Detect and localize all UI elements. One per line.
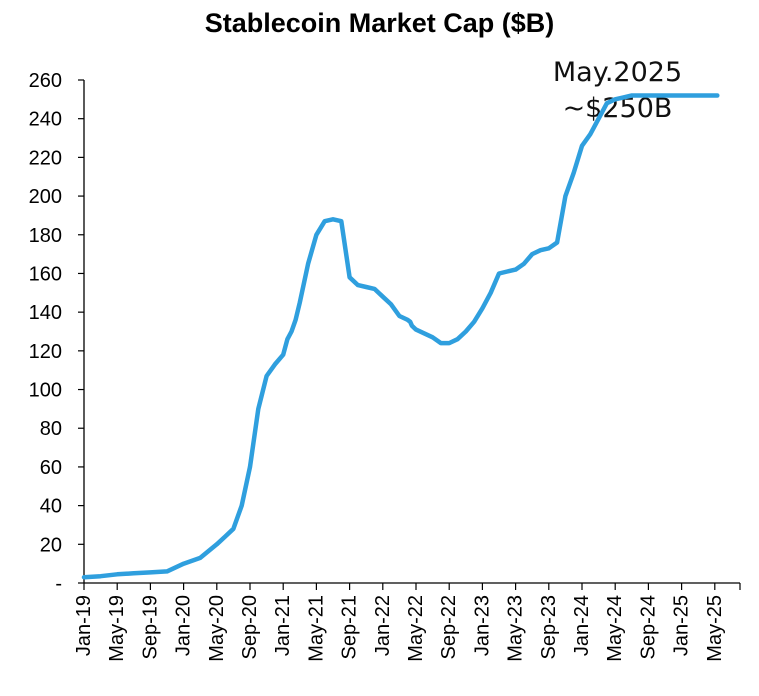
x-tick-label: Sep-24 [637,595,659,660]
x-tick-label: May-21 [305,595,327,662]
x-tick-label: Sep-20 [239,595,261,660]
y-tick-label: 60 [40,457,62,479]
x-tick-label: Sep-22 [438,595,460,660]
x-tick-label: Sep-19 [139,595,161,660]
x-tick-label: May-20 [206,595,228,662]
annotation-line-1: May.2025 [552,57,683,88]
y-tick-label: 80 [40,418,62,440]
y-tick-label: - [55,573,62,595]
x-tick-label: Sep-23 [538,595,560,660]
y-tick-label: 100 [29,380,62,402]
y-tick-label: 160 [29,263,62,285]
y-tick-label: 40 [40,496,62,518]
x-tick-label: Jan-25 [671,595,693,656]
y-tick-label: 260 [29,70,62,92]
chart-title: Stablecoin Market Cap ($B) [204,8,555,38]
x-tick-label: May-19 [106,595,128,662]
x-tick-label: Jan-19 [73,595,95,656]
x-tick-label: Jan-22 [372,595,394,656]
annotation: May.2025 ~$250B [530,55,705,127]
y-tick-label: 20 [40,534,62,556]
x-tick-label: Jan-24 [571,595,593,656]
y-tick-label: 200 [29,186,62,208]
x-tick-label: Jan-20 [173,595,195,656]
x-tick-label: May-22 [405,595,427,662]
x-tick-label: May-25 [704,595,726,662]
x-tick-label: Jan-23 [471,595,493,656]
x-tick-label: Sep-21 [339,595,361,660]
x-tick-label: May-24 [604,595,626,662]
y-tick-label: 120 [29,341,62,363]
y-tick-label: 220 [29,147,62,169]
x-tick-label: May-23 [505,595,527,662]
series-line-stablecoin-market-cap [81,93,720,580]
x-tick-label: Jan-21 [272,595,294,656]
y-tick-label: 140 [29,302,62,324]
y-tick-label: 180 [29,225,62,247]
y-tick-label: 240 [29,109,62,131]
